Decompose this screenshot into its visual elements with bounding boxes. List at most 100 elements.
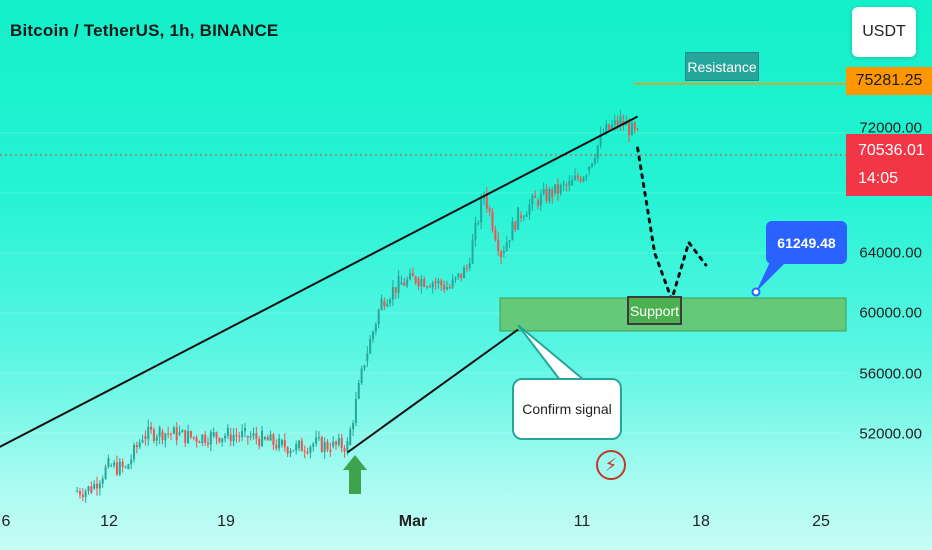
candle-body [391,287,394,300]
candle-body [303,451,306,453]
candle-body [474,222,477,240]
candle-body [625,122,628,126]
candle-body [335,441,338,445]
candle-body [263,437,266,439]
lightning-icon[interactable]: ⚡︎ [596,450,626,480]
current-price: 70536.01 [858,142,925,159]
candle-body [212,432,215,436]
candle-body [172,427,175,435]
candle-body [417,278,420,287]
candle-body [167,433,170,435]
candle-body [556,184,559,194]
candle-body [568,181,571,186]
candle-body [175,427,178,441]
y-tick-label: 60000.00 [859,304,922,322]
candle-body [525,214,528,217]
candle-body [534,195,537,198]
candle-body [98,483,101,489]
candle-body [579,178,582,182]
candle-body [312,443,315,447]
candle-body [528,204,531,215]
candle-body [522,216,525,218]
candle-body [380,298,383,310]
candle-body [500,251,503,258]
candle-body [124,466,127,468]
candle-body [252,433,255,437]
candle-countdown: 14:05 [858,170,899,187]
candle-body [178,432,181,435]
candle-body [192,437,195,439]
candle-body [559,184,562,194]
candle-body [141,440,144,443]
candle-body [224,435,227,439]
trendline [346,328,519,454]
candle-body [537,200,540,206]
candle-body [593,158,596,164]
candle-body [511,221,514,241]
candle-body [152,429,155,441]
candle-body [329,449,332,453]
candle-body [198,441,201,443]
candle-body [445,287,448,290]
candle-body [372,331,375,340]
chart-title: Bitcoin / TetherUS, 1h, BINANCE [10,21,279,40]
candle-body [269,434,272,441]
resistance-label[interactable]: Resistance [685,52,759,81]
candle-body [113,462,116,466]
candle-body [104,466,107,479]
candle-body [426,286,429,288]
candle-body [519,215,522,218]
candle-body [400,282,403,285]
candle-body [354,398,357,423]
x-tick-label: 12 [100,513,118,530]
arrow-up-icon [343,455,367,494]
candle-body [610,124,613,130]
candle-body [406,279,409,286]
candle-body [480,198,483,223]
candle-body [468,263,471,268]
candle-body [164,433,167,441]
candle-body [275,444,278,449]
candle-body [96,483,99,489]
candle-body [451,279,454,288]
candle-body [386,303,389,307]
candle-body [440,280,443,286]
candle-body [107,457,110,467]
candle-body [463,267,466,279]
candle-body [315,437,318,444]
candle-body [508,240,511,243]
candle-body [138,442,141,448]
confirm-signal-callout[interactable]: Confirm signal [512,378,622,440]
candle-body [87,486,90,491]
candle-body [628,122,631,136]
candle-body [616,120,619,126]
price-note-callout[interactable]: 61249.48 [766,221,847,264]
candle-body [471,239,474,264]
candle-body [332,441,335,447]
candle-body [360,368,363,383]
y-tick-label: 56000.00 [859,365,922,383]
candle-body [189,431,192,438]
candle-body [323,441,326,452]
candle-body [81,494,84,497]
candle-body [209,432,212,445]
candle-body [181,430,184,433]
candle-body [363,365,366,369]
candle-body [477,222,480,224]
candle-body [465,267,468,269]
candle-body [574,175,576,180]
candle-body [144,436,147,440]
currency-unit-button[interactable]: USDT [852,7,916,57]
candle-body [369,339,372,354]
support-label[interactable]: Support [627,296,682,325]
candle-body [434,281,437,284]
candle-body [127,464,130,469]
candle-body [320,437,323,452]
candle-body [420,278,423,287]
candle-body [608,124,611,130]
candle-body [565,184,568,186]
candle-body [346,440,349,452]
candle-body [414,276,417,283]
